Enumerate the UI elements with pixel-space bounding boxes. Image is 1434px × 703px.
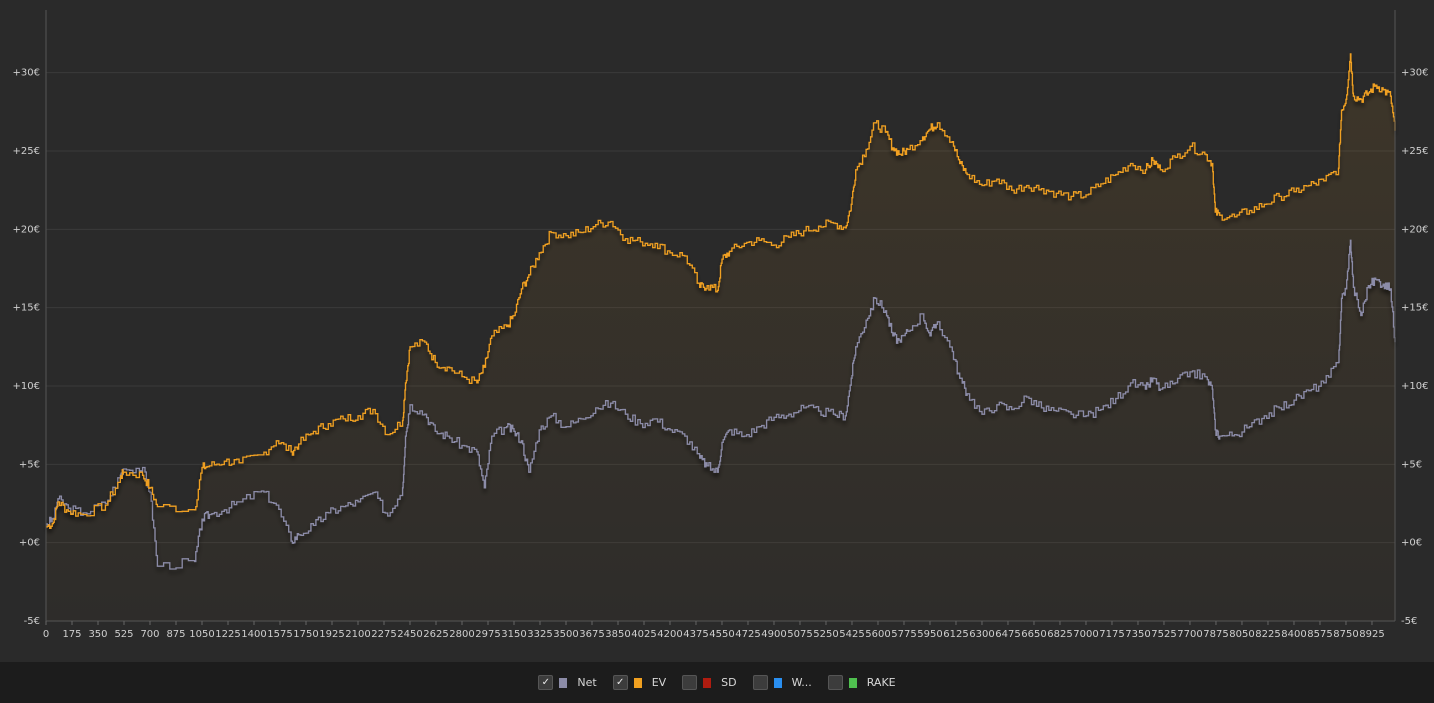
x-tick-label: 2450 [397, 629, 422, 640]
x-tick-label: 4900 [761, 629, 786, 640]
swatch-net [559, 677, 568, 688]
x-tick-label: 1925 [319, 629, 344, 640]
y-tick-label-right: +30€ [1401, 68, 1428, 79]
x-tick-label: 700 [140, 629, 159, 640]
x-tick-label: 8400 [1281, 629, 1306, 640]
y-tick-label-left: -5€ [24, 616, 40, 627]
checkbox-net[interactable]: ✓ [538, 675, 554, 690]
y-tick-label-right: -5€ [1401, 616, 1417, 627]
series-line-ev [46, 53, 1396, 529]
x-tick-label: 4550 [709, 629, 734, 640]
y-tick-label-left: +25€ [13, 146, 40, 157]
x-tick-label: 3675 [579, 629, 604, 640]
x-tick-label: 0 [43, 629, 49, 640]
legend-item-rake[interactable]: RAKE [827, 675, 896, 690]
x-tick-label: 8225 [1255, 629, 1280, 640]
x-tick-label: 1750 [293, 629, 318, 640]
x-tick-label: 7000 [1073, 629, 1098, 640]
y-tick-label-right: +5€ [1401, 459, 1422, 470]
x-tick-label: 175 [62, 629, 81, 640]
x-tick-label: 3325 [527, 629, 552, 640]
x-tick-label: 4025 [631, 629, 656, 640]
y-tick-label-left: +30€ [13, 68, 40, 79]
legend-label-sd: SD [721, 676, 737, 689]
y-tick-label-right: +10€ [1401, 381, 1428, 392]
x-tick-label: 4725 [735, 629, 760, 640]
x-tick-label: 4375 [683, 629, 708, 640]
swatch-ev [633, 677, 642, 688]
chart-panel: -5€ -5€ +0€ +0€ +5€ +5€ +10€ +10€ +15€ +15€ +20€ +2… [12, 10, 1429, 640]
x-tick-label: 1575 [267, 629, 292, 640]
series-line-net [46, 239, 1396, 570]
x-tick-label: 8050 [1229, 629, 1254, 640]
x-tick-label: 5425 [839, 629, 864, 640]
x-tick-label: 525 [114, 629, 133, 640]
checkbox-sd[interactable] [682, 675, 698, 690]
x-tick-label: 2800 [449, 629, 474, 640]
x-tick-label: 8575 [1307, 629, 1332, 640]
x-tick-label: 8925 [1359, 629, 1384, 640]
y-tick-label-right: +15€ [1401, 303, 1428, 314]
legend-item-sd[interactable]: SD [682, 675, 737, 690]
checkbox-ev[interactable]: ✓ [612, 675, 628, 690]
x-tick-label: 3850 [605, 629, 630, 640]
x-tick-label: 5600 [865, 629, 890, 640]
x-tick-label: 2275 [371, 629, 396, 640]
y-tick-label-left: +10€ [13, 381, 40, 392]
y-tick-label-left: +5€ [19, 459, 40, 470]
x-tick-label: 3150 [501, 629, 526, 640]
x-tick-label: 8750 [1333, 629, 1358, 640]
legend-label-rake: RAKE [866, 676, 896, 689]
legend-item-w[interactable]: W... [752, 675, 812, 690]
x-tick-label: 6475 [995, 629, 1020, 640]
y-tick-label-right: +20€ [1401, 224, 1428, 235]
y-tick-label-right: +0€ [1401, 538, 1422, 549]
x-tick-label: 2625 [423, 629, 448, 640]
legend-label-w: W... [791, 676, 812, 689]
x-tick-label: 350 [88, 629, 107, 640]
y-tick-label-left: +20€ [13, 224, 40, 235]
legend-label-ev: EV [651, 676, 667, 689]
checkbox-w[interactable] [752, 675, 768, 690]
x-tick-label: 1050 [189, 629, 214, 640]
x-tick-label: 2975 [475, 629, 500, 640]
x-tick-label: 7350 [1125, 629, 1150, 640]
y-tick-label-left: +15€ [13, 303, 40, 314]
legend-label-net: Net [577, 676, 597, 689]
x-tick-label: 7525 [1151, 629, 1176, 640]
swatch-rake [848, 677, 857, 688]
x-tick-label: 6650 [1021, 629, 1046, 640]
x-tick-label: 6125 [943, 629, 968, 640]
y-tick-label-left: +0€ [19, 538, 40, 549]
graph-chart: -5€ -5€ +0€ +0€ +5€ +5€ +10€ +10€ +15€ +15€ +20€ +2… [13, 10, 1428, 640]
x-tick-label: 6300 [969, 629, 994, 640]
x-tick-label: 4200 [657, 629, 682, 640]
x-tick-label: 1400 [241, 629, 266, 640]
swatch-sd [703, 677, 712, 688]
x-tick-label: 875 [166, 629, 185, 640]
x-tick-label: 7875 [1203, 629, 1228, 640]
swatch-w [773, 677, 782, 688]
x-tick-label: 5075 [787, 629, 812, 640]
x-tick-label: 6825 [1047, 629, 1072, 640]
x-tick-label: 2100 [345, 629, 370, 640]
ev-area-fill [46, 53, 1395, 621]
x-tick-label: 5250 [813, 629, 838, 640]
y-tick-label-right: +25€ [1401, 146, 1428, 157]
legend-item-ev[interactable]: ✓ EV [612, 675, 667, 690]
x-tick-label: 5950 [917, 629, 942, 640]
x-tick-label: 5775 [891, 629, 916, 640]
checkbox-rake[interactable] [827, 675, 843, 690]
legend-bar: ✓ Net ✓ EV SD W... RAKE [0, 662, 1434, 703]
x-tick-label: 1225 [215, 629, 240, 640]
x-tick-label: 7175 [1099, 629, 1124, 640]
x-tick-label: 3500 [553, 629, 578, 640]
x-tick-label: 7700 [1177, 629, 1202, 640]
legend-item-net[interactable]: ✓ Net [538, 675, 597, 690]
